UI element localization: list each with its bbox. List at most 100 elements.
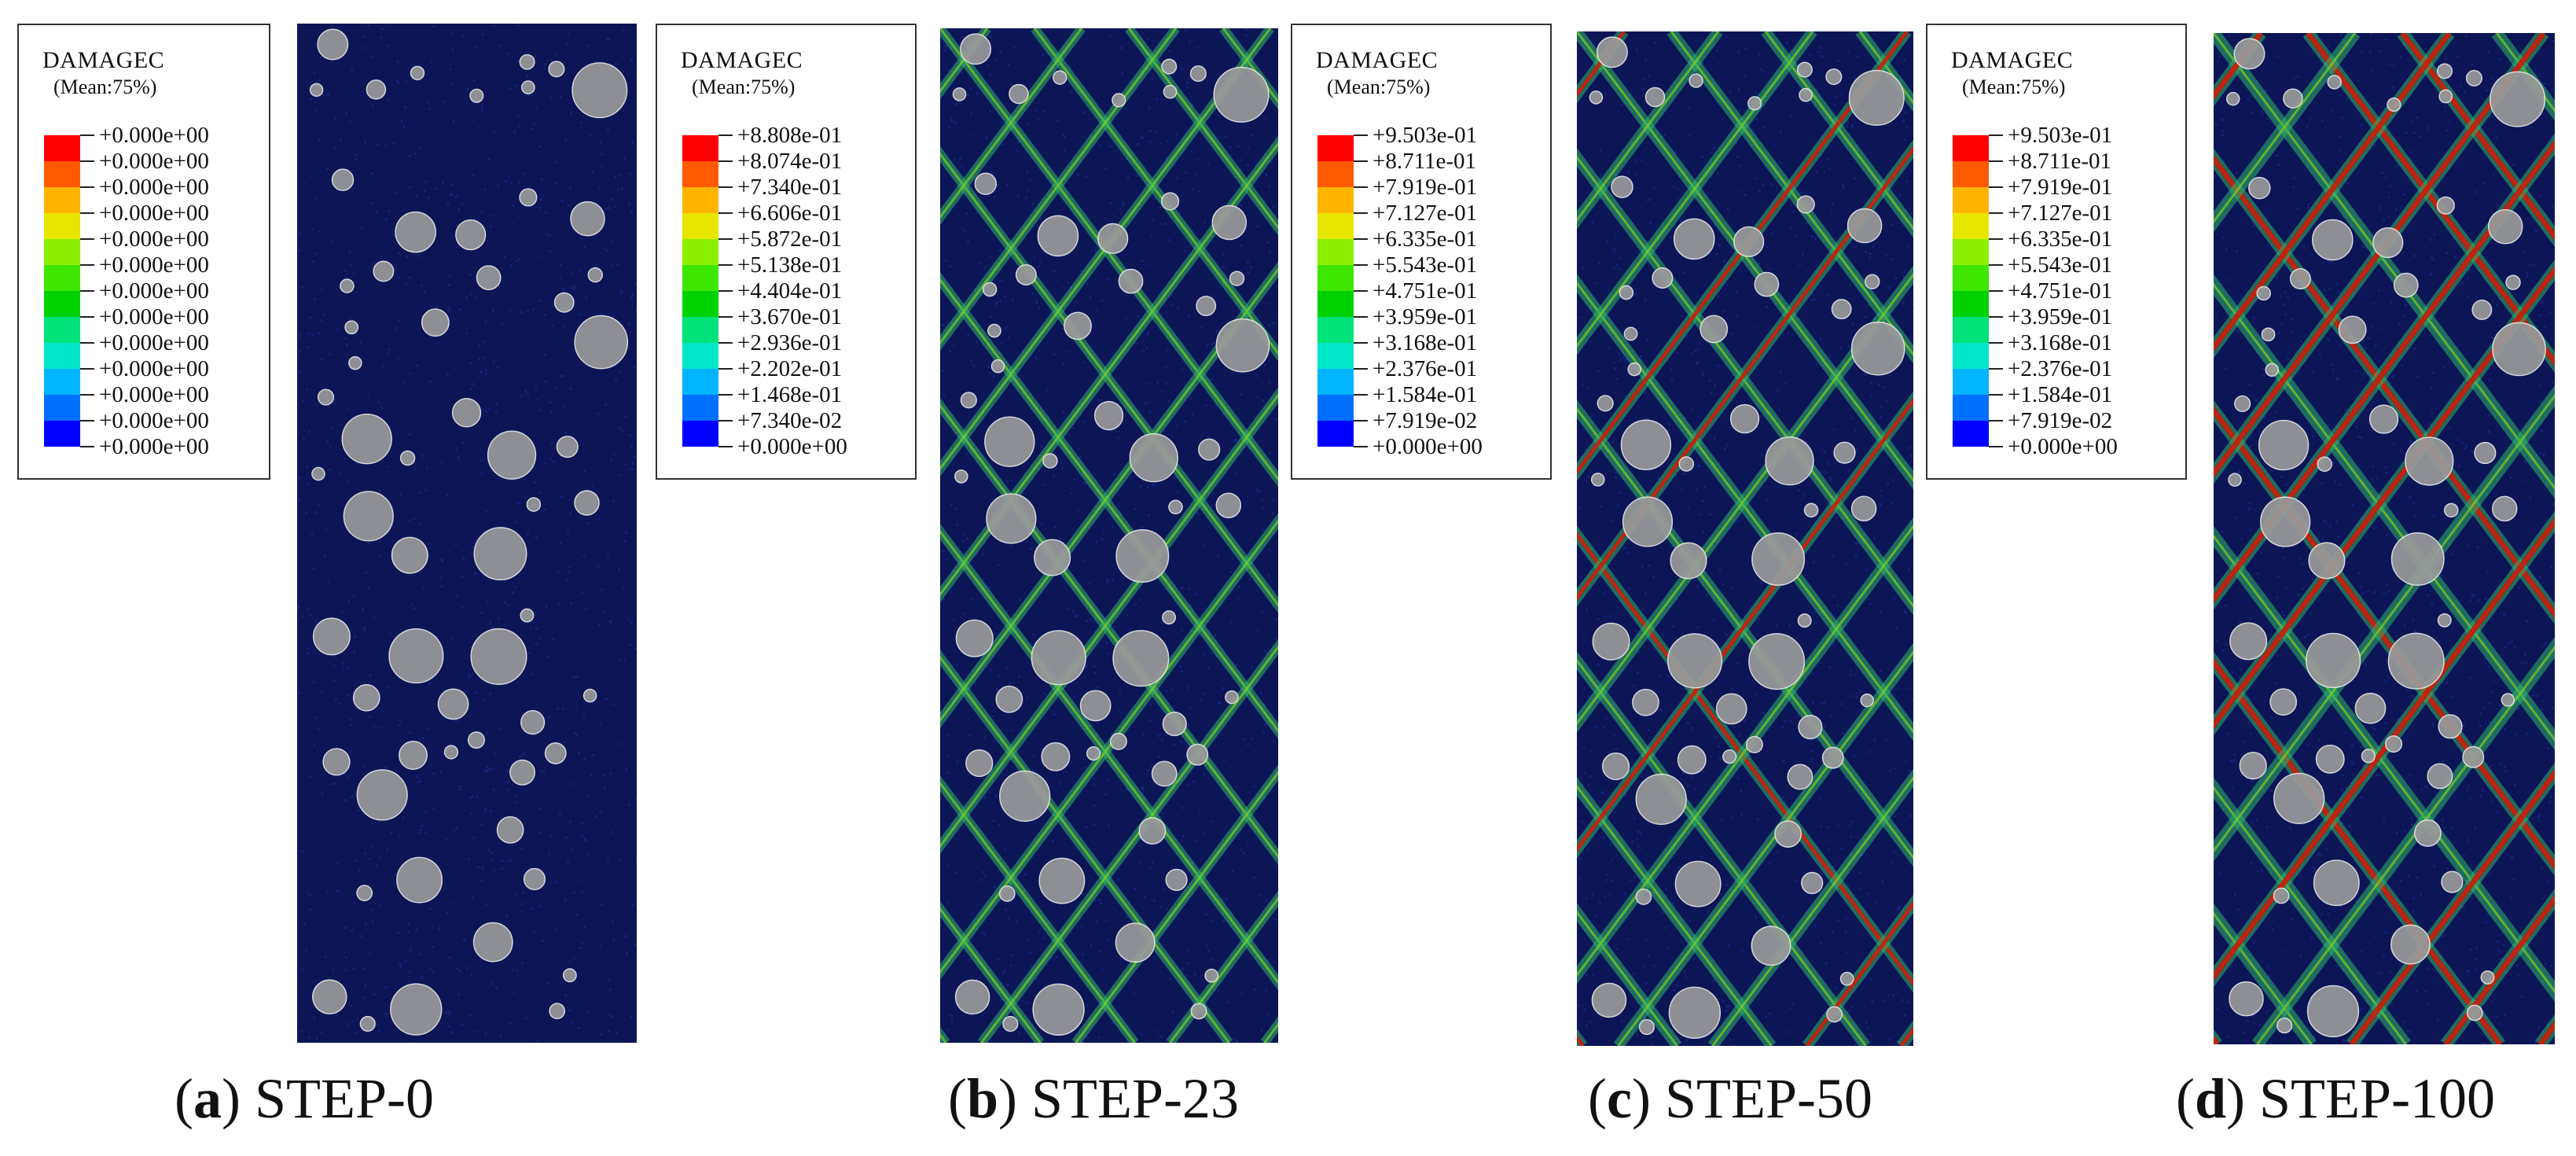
- aggregate: [340, 278, 355, 293]
- legend-a: DAMAGEC (Mean:75%) +0.000e+00 +0.000e+00 +…: [17, 24, 270, 480]
- aggregate: [2441, 871, 2464, 893]
- aggregate: [2491, 495, 2518, 522]
- legend-tick: [80, 186, 94, 188]
- aggregate: [476, 265, 502, 291]
- aggregate: [955, 619, 994, 657]
- legend-swatch: [1317, 239, 1354, 265]
- aggregate: [1747, 96, 1762, 111]
- aggregate: [987, 323, 1001, 338]
- legend-title: DAMAGEC: [42, 47, 165, 73]
- aggregate: [437, 688, 469, 720]
- legend-tick: [80, 368, 94, 370]
- legend-swatch: [1953, 291, 1989, 317]
- specimen-a: [297, 24, 637, 1043]
- legend-swatch: [1317, 343, 1354, 369]
- legend-tick-label: +8.074e-01: [737, 149, 843, 174]
- legend-c: DAMAGEC (Mean:75%) +9.503e-01 +8.711e-01 +…: [1291, 24, 1552, 480]
- aggregate: [1165, 868, 1188, 891]
- aggregate: [311, 466, 325, 481]
- aggregate: [2487, 209, 2523, 245]
- aggregate: [1666, 633, 1723, 689]
- legend-swatch: [682, 161, 718, 187]
- caption-step: STEP-0: [254, 1067, 434, 1130]
- aggregate: [1592, 622, 1630, 661]
- legend-tick: [1354, 160, 1368, 162]
- legend-tick: [718, 420, 733, 422]
- legend-tick: [718, 212, 733, 214]
- legend-tick: [1989, 212, 2003, 214]
- aggregate: [487, 430, 537, 480]
- aggregate: [455, 219, 487, 251]
- aggregate: [974, 172, 998, 195]
- aggregate: [1196, 296, 1217, 316]
- aggregate: [395, 211, 436, 253]
- aggregate: [509, 759, 536, 786]
- aggregate: [954, 469, 968, 484]
- aggregate: [1715, 693, 1747, 725]
- aggregate: [1086, 746, 1101, 761]
- legend-tick: [718, 394, 733, 396]
- legend-tick-label: +0.000e+00: [99, 382, 209, 407]
- legend-tick-label: +3.168e-01: [2008, 330, 2113, 355]
- aggregate: [2372, 226, 2404, 259]
- aggregate: [1032, 983, 1085, 1036]
- legend-tick-label: +0.000e+00: [99, 201, 209, 226]
- legend-swatch: [1317, 291, 1354, 317]
- aggregate: [1803, 503, 1819, 518]
- legend-title: DAMAGEC: [681, 47, 803, 73]
- crack-line: [2214, 33, 2546, 478]
- legend-tick: [80, 212, 94, 214]
- aggregate: [1700, 315, 1729, 344]
- legend-swatch: [682, 213, 718, 239]
- legend-swatch: [1953, 343, 1989, 369]
- aggregate: [523, 867, 546, 891]
- legend-tick-label: +4.751e-01: [2008, 278, 2113, 304]
- aggregate: [468, 731, 485, 749]
- legend-tick-label: +9.503e-01: [2008, 123, 2113, 148]
- aggregate: [1162, 711, 1187, 737]
- aggregate: [343, 491, 394, 542]
- aggregate: [2317, 456, 2332, 472]
- aggregate: [1198, 438, 1221, 461]
- legend-swatch: [1953, 369, 1989, 395]
- legend-tick: [1989, 264, 2003, 266]
- aggregate: [2312, 219, 2354, 261]
- aggregate: [2338, 315, 2367, 344]
- legend-tick-label: +3.959e-01: [2008, 304, 2113, 329]
- aggregate: [1826, 1006, 1843, 1023]
- aggregate: [1109, 732, 1127, 750]
- aggregate: [410, 65, 425, 81]
- legend-tick: [718, 186, 733, 188]
- aggregate: [2462, 746, 2485, 768]
- legend-tick: [1989, 160, 2003, 162]
- aggregate: [1215, 492, 1242, 518]
- legend-tick-label: +0.000e+00: [99, 278, 209, 304]
- aggregate: [2443, 503, 2459, 518]
- aggregate: [2225, 91, 2240, 106]
- legend-swatch: [44, 421, 80, 447]
- legend-tick: [1989, 342, 2003, 344]
- aggregate: [2283, 88, 2303, 109]
- aggregate: [2474, 441, 2497, 465]
- legend-tick: [1354, 394, 1368, 396]
- aggregate: [2361, 749, 2376, 764]
- legend-tick: [1354, 446, 1368, 447]
- aggregate: [1115, 922, 1156, 963]
- aggregate: [1064, 311, 1092, 341]
- crack-line: [1577, 31, 1909, 476]
- aggregate: [1596, 36, 1628, 68]
- legend-swatch: [1953, 265, 1989, 291]
- aggregate: [2387, 98, 2401, 112]
- legend-tick: [718, 446, 733, 447]
- legend-swatch: [44, 291, 80, 317]
- aggregate: [2492, 322, 2546, 377]
- aggregate: [473, 527, 527, 581]
- aggregate: [1797, 613, 1812, 628]
- aggregate: [390, 983, 443, 1036]
- legend-tick: [1354, 290, 1368, 292]
- aggregate: [1031, 630, 1086, 686]
- aggregate: [1042, 453, 1058, 469]
- aggregate: [1112, 93, 1126, 108]
- crack-line: [1577, 397, 1913, 853]
- aggregate: [2315, 744, 2345, 774]
